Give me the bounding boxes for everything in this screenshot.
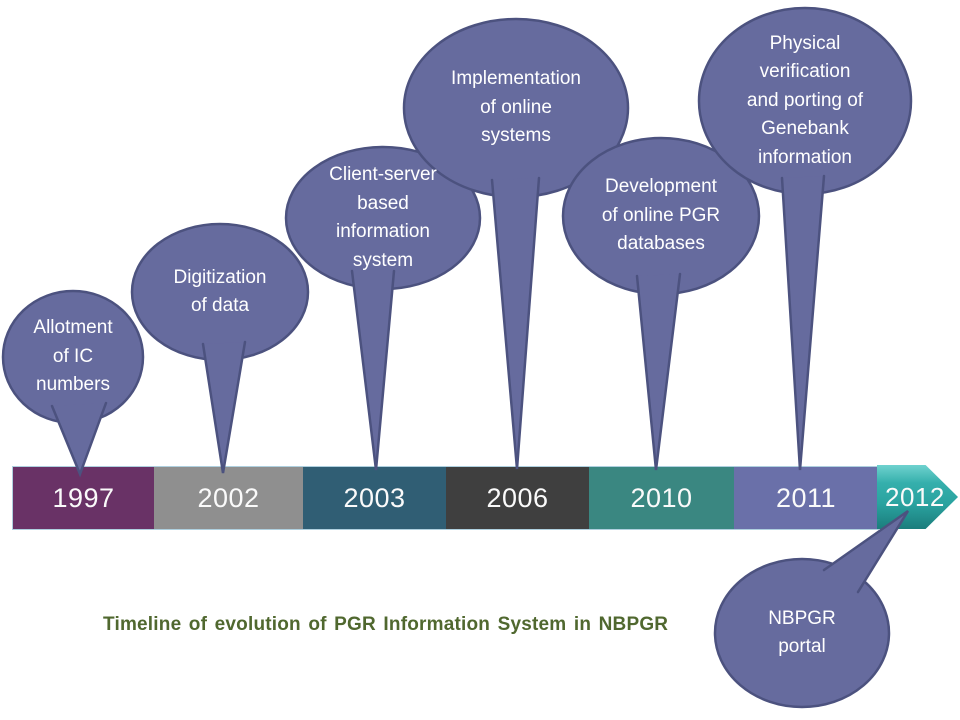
callout-digitization-tail [201,340,247,474]
callout-digitization-label: Digitization of data [173,266,267,317]
year-label-1997: 1997 [52,482,115,513]
callout-nbpgr-portal-label: NBPGR portal [768,607,836,658]
callout-development-label: Development of online PGR databases [601,176,721,255]
timeline-segment-2002: 2002 [154,467,303,529]
timeline-segment-2006: 2006 [446,467,589,529]
timeline-segment-2010: 2010 [589,467,734,529]
timeline-arrow-2012: 2012 [877,465,958,529]
year-label-2006: 2006 [486,482,549,513]
callout-physical-verification-label: Physical verification and porting of Gen… [746,32,864,168]
callout-development-tail [635,272,682,471]
callout-client-server-tail [350,269,396,471]
callout-client-server-label: Client-server based information system [329,164,437,271]
year-label-2003: 2003 [343,482,406,513]
timeline-segment-2003: 2003 [303,467,446,529]
timeline-segment-1997: 1997 [13,467,154,529]
year-label-2002: 2002 [197,482,260,513]
callout-implementation-label: Implementation of online systems [451,68,581,147]
year-label-2010: 2010 [630,482,693,513]
slide-caption: Timeline of evolution of PGR Information… [103,614,669,635]
callout-implementation-tail [490,176,541,470]
callout-allotment-label: Allotment of IC numbers [33,317,113,396]
callout-physical-verification-tail [780,174,826,471]
timeline-segment-2011: 2011 [734,467,878,529]
year-label-2012: 2012 [885,481,945,512]
year-label-2011: 2011 [775,482,837,513]
timeline-bar: 1997 2002 2003 2006 2010 2011 [12,466,879,530]
